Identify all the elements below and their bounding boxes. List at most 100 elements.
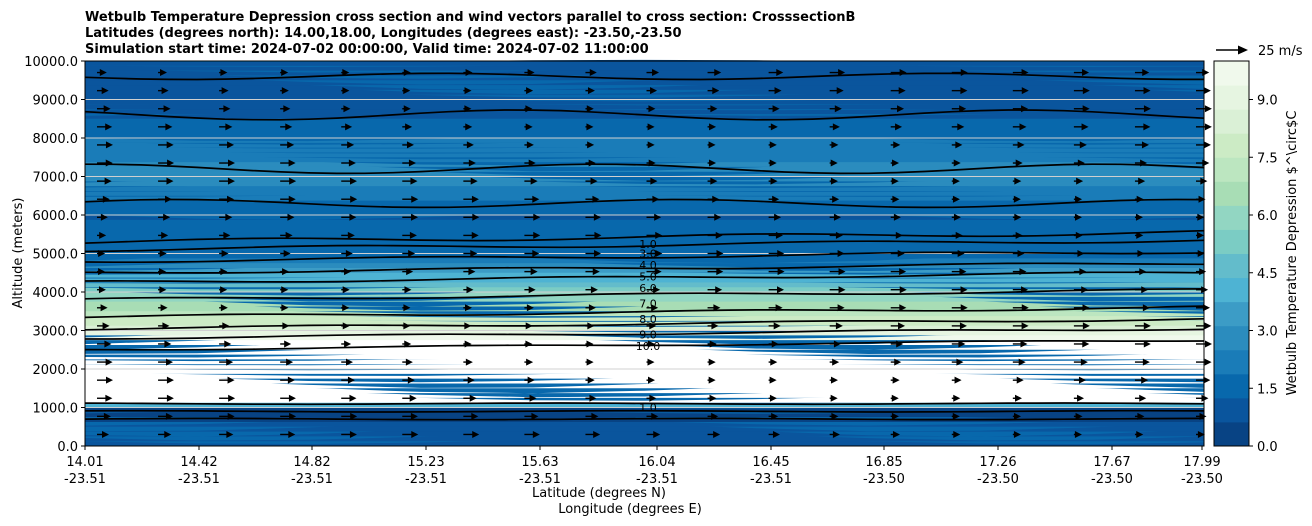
wind-vector-head	[1203, 141, 1211, 149]
colorbar-tick-label: 6.0	[1257, 209, 1278, 224]
wind-vector-head	[1143, 340, 1151, 348]
wind-vector-head	[166, 141, 174, 149]
wind-vector-head	[711, 322, 719, 330]
wind-vector-head	[952, 412, 960, 420]
wind-vector-head	[408, 250, 416, 257]
wind-vector-head	[281, 286, 289, 294]
contour-line	[84, 288, 1205, 300]
wind-vector-head	[1082, 304, 1090, 312]
colorbar-band	[1214, 421, 1249, 447]
shaded-band	[85, 128, 1204, 138]
chart-title-line-1: Wetbulb Temperature Depression cross sec…	[85, 10, 855, 25]
wind-vector-head	[105, 376, 113, 384]
wind-vector-head	[289, 412, 297, 420]
wind-vector-head	[1082, 105, 1090, 113]
shaded-band	[85, 324, 1204, 331]
wind-vector-head	[772, 430, 780, 438]
wind-vector-head	[164, 340, 172, 348]
colorbar-band	[1214, 301, 1249, 327]
wind-vector-head	[410, 177, 418, 185]
colorbar-band	[1214, 109, 1249, 134]
wind-vector-head	[466, 286, 474, 294]
x-tick-label-lon: -23.50	[1181, 472, 1223, 487]
wind-vector-head	[162, 322, 170, 330]
wind-vector-head	[104, 177, 112, 185]
wind-vector-head	[953, 213, 961, 221]
wind-vector-head	[227, 195, 235, 203]
wind-vector-head	[1135, 213, 1143, 221]
wind-vector-head	[159, 250, 167, 257]
wind-vector-head	[226, 430, 234, 438]
wind-vector-head	[347, 376, 355, 384]
wind-vector-head	[588, 159, 596, 167]
wind-vector-head	[1015, 394, 1023, 402]
wind-vector-head	[283, 105, 291, 113]
wind-vector-head	[227, 177, 235, 185]
wind-vector-head	[469, 394, 477, 402]
x-tick-label-lat: 14.42	[180, 455, 217, 470]
wind-vector-head	[835, 322, 843, 330]
wind-vector-head	[892, 376, 900, 384]
shaded-band	[85, 221, 1204, 230]
x-tick-label-lon: -23.51	[64, 472, 106, 487]
wind-vector-head	[586, 358, 594, 366]
wind-vector-head	[103, 412, 111, 420]
shaded-band	[85, 202, 1204, 211]
shaded-band	[85, 59, 1204, 66]
wind-vector-head	[349, 177, 357, 185]
wind-vector-head	[1137, 412, 1145, 420]
contour-line	[84, 409, 1205, 413]
wind-vector-head	[893, 141, 901, 149]
wind-vector-head	[587, 87, 595, 95]
contour-line	[84, 271, 1205, 283]
shaded-band	[85, 146, 1204, 153]
wind-vector-head	[1017, 250, 1025, 257]
contour-line	[84, 72, 1204, 81]
wind-vector-head	[464, 340, 472, 348]
wind-vector-head	[532, 250, 540, 257]
wind-vector-head	[288, 430, 296, 438]
wind-vector-head	[403, 87, 411, 95]
wind-vector-head	[525, 322, 533, 330]
wind-vector-head	[531, 412, 539, 420]
wind-vector-head	[651, 304, 659, 312]
wind-vector-head	[587, 322, 595, 330]
shaded-layers	[85, 59, 1204, 446]
wind-vector-head	[530, 177, 538, 185]
shaded-band	[85, 134, 1204, 143]
shaded-band	[85, 438, 1204, 446]
wind-vector-head	[1203, 304, 1211, 312]
wind-vector-head	[952, 195, 960, 203]
wind-vector-head	[1075, 231, 1083, 239]
wind-vector-head	[1201, 394, 1209, 402]
wind-vector-head	[221, 87, 229, 95]
wind-vector-head	[1138, 177, 1146, 185]
wind-vector-head	[830, 376, 838, 384]
wind-vector-head	[223, 105, 231, 113]
wind-vector-head	[777, 268, 785, 276]
shaded-band	[85, 64, 1204, 71]
wind-vector-head	[952, 177, 960, 185]
wind-vector-head	[464, 87, 472, 95]
wind-vector-head	[411, 430, 419, 438]
wind-vector-head	[773, 322, 781, 330]
wind-vector-head	[960, 304, 968, 312]
contour-line	[84, 239, 1205, 253]
wind-vector-head	[287, 213, 295, 221]
wind-vector-head	[403, 69, 411, 77]
wind-vector-head	[411, 195, 419, 203]
y-tick-label: 9000.0	[33, 94, 79, 109]
wind-vector-head	[772, 195, 780, 203]
wind-vector-head	[653, 286, 661, 294]
wind-vector-head	[166, 358, 174, 366]
wind-vector-head	[105, 159, 113, 167]
wind-vector-head	[100, 304, 108, 312]
wind-vector-head	[102, 430, 109, 438]
wind-vector-head	[525, 123, 533, 131]
shaded-band	[85, 194, 1204, 201]
wind-vector-head	[655, 250, 663, 257]
wind-vector-head	[1139, 268, 1147, 276]
wind-vector-head	[589, 394, 597, 402]
wind-vector-head	[1141, 376, 1149, 384]
